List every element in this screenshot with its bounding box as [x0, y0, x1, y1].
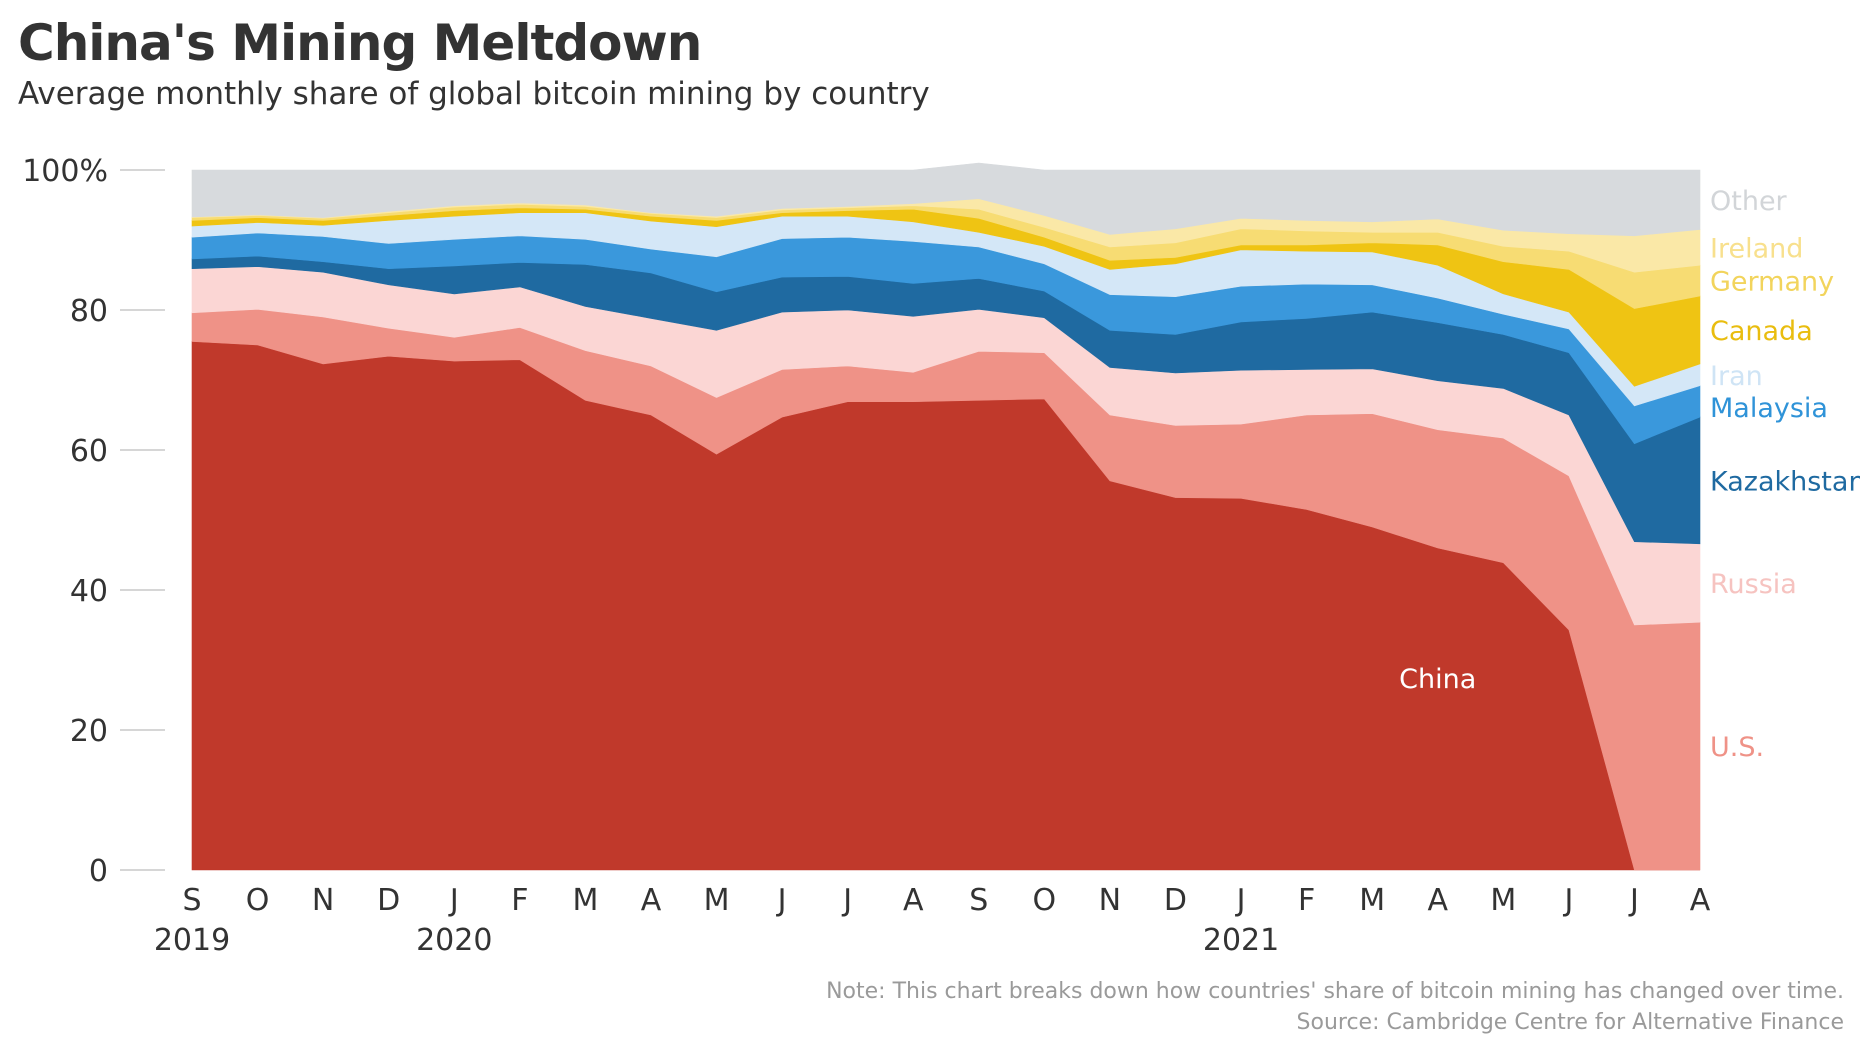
- series-label-kazakhstan: Kazakhstan: [1710, 466, 1860, 497]
- y-tick-label: 60: [70, 434, 108, 469]
- x-tick-label: N: [1099, 883, 1121, 918]
- x-tick-label: D: [1164, 883, 1187, 918]
- x-tick-label: M: [572, 883, 598, 918]
- footnote: Note: This chart breaks down how countri…: [826, 976, 1844, 1038]
- y-tick-label: 20: [70, 714, 108, 749]
- source-text: Source: Cambridge Centre for Alternative…: [1296, 1010, 1844, 1035]
- x-tick-label: A: [1690, 883, 1711, 918]
- x-tick-label: J: [1628, 883, 1639, 918]
- x-year-label: 2019: [154, 923, 230, 958]
- y-axis: 0 20 40 60 80 100%: [22, 154, 165, 889]
- chart-title: China's Mining Meltdown: [18, 14, 702, 72]
- series-label-u-s: U.S.: [1710, 732, 1764, 763]
- x-axis: S O N D J F M A M J J A S O N D J F M A M J J A 2019 2020 2021: [154, 883, 1711, 958]
- note-text: Note: This chart breaks down how countri…: [826, 979, 1844, 1004]
- series-label-iran: Iran: [1710, 361, 1763, 392]
- x-tick-label: J: [841, 883, 852, 918]
- y-tick-label: 40: [70, 574, 108, 609]
- series-label-germany: Germany: [1710, 267, 1834, 298]
- x-tick-label: F: [1298, 883, 1315, 918]
- x-year-label: 2020: [416, 923, 492, 958]
- x-tick-label: S: [182, 883, 201, 918]
- series-label-ireland: Ireland: [1710, 233, 1803, 264]
- x-tick-label: D: [377, 883, 400, 918]
- series-label-russia: Russia: [1710, 569, 1797, 600]
- y-tick-label: 0: [89, 854, 108, 889]
- x-tick-label: J: [776, 883, 787, 918]
- annotation-china: China: [1399, 664, 1476, 695]
- y-tick-label: 80: [70, 294, 108, 329]
- x-tick-label: O: [246, 883, 270, 918]
- x-tick-label: J: [448, 883, 459, 918]
- annotations: China: [1399, 664, 1476, 695]
- x-year-label: 2021: [1203, 923, 1279, 958]
- series-label-canada: Canada: [1710, 316, 1813, 347]
- series-label-malaysia: Malaysia: [1710, 393, 1828, 424]
- x-tick-label: A: [1427, 883, 1448, 918]
- area-other: [191, 162, 1701, 237]
- x-tick-label: J: [1562, 883, 1573, 918]
- x-tick-label: M: [1359, 883, 1385, 918]
- y-tick-label: 100%: [22, 154, 108, 189]
- x-tick-label: J: [1235, 883, 1246, 918]
- x-tick-label: O: [1033, 883, 1057, 918]
- area-layers: [191, 162, 1701, 871]
- x-tick-label: M: [704, 883, 730, 918]
- series-label-other: Other: [1710, 186, 1788, 217]
- x-tick-label: F: [511, 883, 528, 918]
- x-tick-label: A: [641, 883, 662, 918]
- x-tick-label: S: [969, 883, 988, 918]
- x-tick-label: M: [1490, 883, 1516, 918]
- chart-subtitle: Average monthly share of global bitcoin …: [18, 76, 930, 112]
- x-tick-label: N: [312, 883, 334, 918]
- x-tick-label: A: [903, 883, 924, 918]
